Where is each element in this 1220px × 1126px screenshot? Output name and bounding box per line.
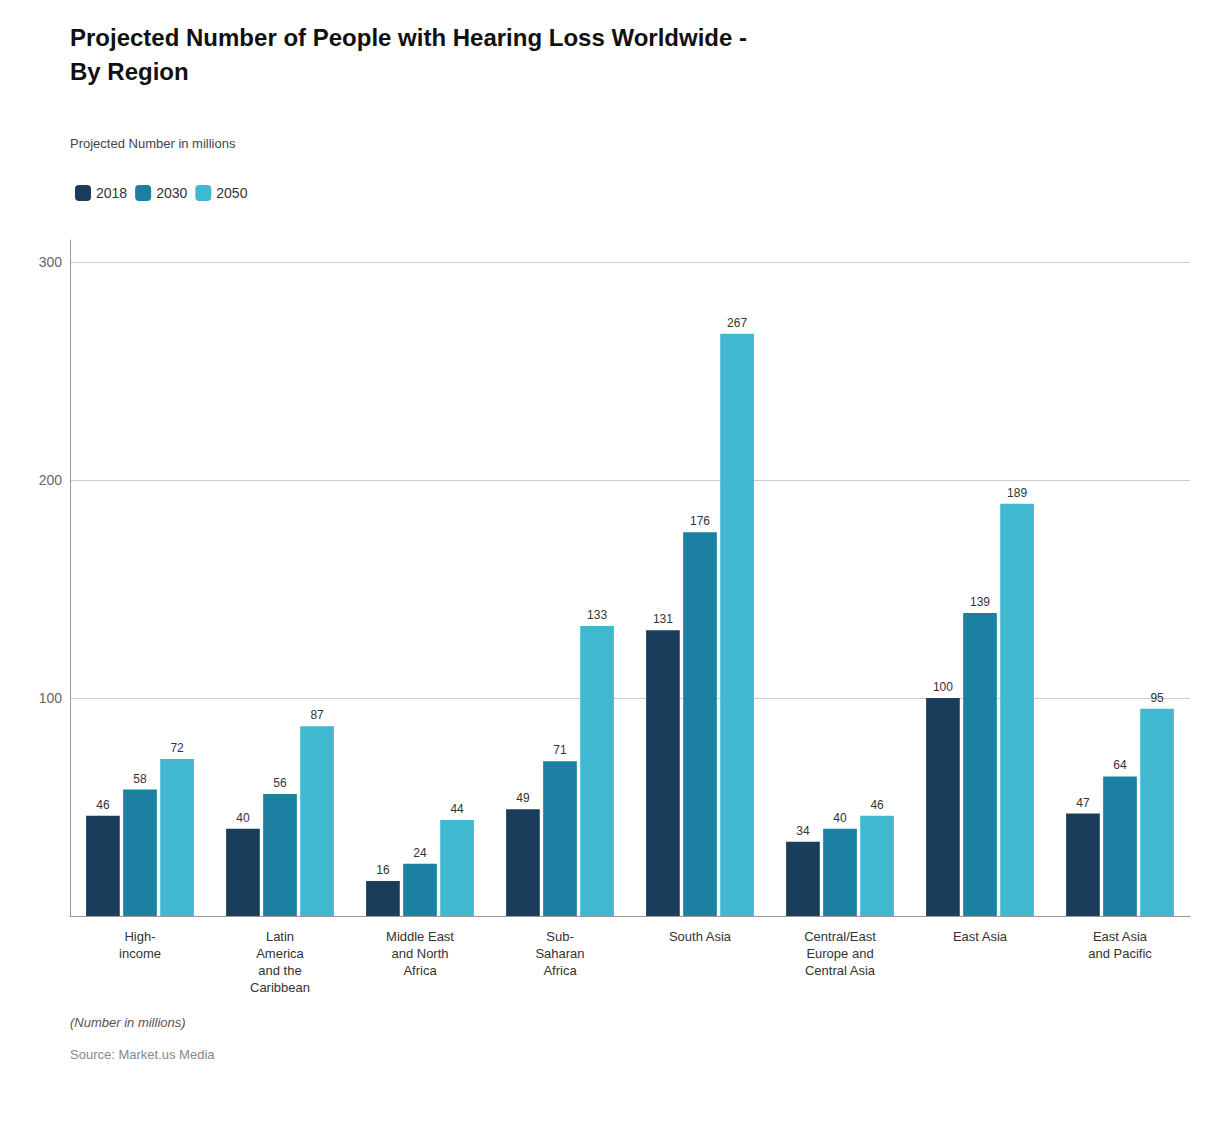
svg-text:Projected Number of People wit: Projected Number of People with Hearing … bbox=[70, 24, 747, 51]
svg-text:49: 49 bbox=[516, 791, 530, 805]
svg-text:200: 200 bbox=[39, 472, 63, 488]
svg-text:East Asia: East Asia bbox=[953, 929, 1008, 944]
svg-text:Latin: Latin bbox=[266, 929, 294, 944]
svg-text:and the: and the bbox=[258, 963, 301, 978]
svg-text:By Region: By Region bbox=[70, 58, 189, 85]
svg-text:46: 46 bbox=[870, 798, 884, 812]
svg-text:133: 133 bbox=[587, 608, 607, 622]
svg-text:16: 16 bbox=[376, 863, 390, 877]
svg-text:Africa: Africa bbox=[403, 963, 437, 978]
svg-text:Middle East: Middle East bbox=[386, 929, 454, 944]
svg-text:44: 44 bbox=[450, 802, 464, 816]
svg-text:300: 300 bbox=[39, 254, 63, 270]
svg-text:100: 100 bbox=[933, 680, 953, 694]
svg-text:176: 176 bbox=[690, 514, 710, 528]
svg-text:Africa: Africa bbox=[543, 963, 577, 978]
svg-text:High-: High- bbox=[124, 929, 155, 944]
svg-text:Saharan: Saharan bbox=[535, 946, 584, 961]
svg-text:40: 40 bbox=[833, 811, 847, 825]
svg-text:Source: Market.us Media: Source: Market.us Media bbox=[70, 1047, 215, 1062]
svg-text:131: 131 bbox=[653, 612, 673, 626]
svg-text:64: 64 bbox=[1113, 758, 1127, 772]
svg-text:47: 47 bbox=[1076, 796, 1090, 810]
svg-text:46: 46 bbox=[96, 798, 110, 812]
svg-text:100: 100 bbox=[39, 690, 63, 706]
svg-text:2018: 2018 bbox=[96, 185, 127, 201]
svg-text:87: 87 bbox=[310, 708, 324, 722]
svg-text:and Pacific: and Pacific bbox=[1088, 946, 1152, 961]
svg-text:40: 40 bbox=[236, 811, 250, 825]
svg-text:Europe and: Europe and bbox=[806, 946, 873, 961]
svg-text:Projected Number in millions: Projected Number in millions bbox=[70, 136, 236, 151]
svg-text:Central Asia: Central Asia bbox=[805, 963, 876, 978]
svg-text:America: America bbox=[256, 946, 304, 961]
svg-text:Central/East: Central/East bbox=[804, 929, 876, 944]
svg-text:2030: 2030 bbox=[156, 185, 187, 201]
svg-text:(Number in millions): (Number in millions) bbox=[70, 1015, 186, 1030]
svg-text:58: 58 bbox=[133, 772, 147, 786]
svg-text:56: 56 bbox=[273, 776, 287, 790]
svg-text:24: 24 bbox=[413, 846, 427, 860]
svg-text:95: 95 bbox=[1150, 691, 1164, 705]
svg-text:71: 71 bbox=[553, 743, 567, 757]
svg-text:189: 189 bbox=[1007, 486, 1027, 500]
svg-text:East Asia: East Asia bbox=[1093, 929, 1148, 944]
svg-text:Caribbean: Caribbean bbox=[250, 980, 310, 995]
svg-text:2050: 2050 bbox=[216, 185, 247, 201]
svg-text:267: 267 bbox=[727, 316, 747, 330]
svg-text:income: income bbox=[119, 946, 161, 961]
svg-text:and North: and North bbox=[391, 946, 448, 961]
svg-text:Sub-: Sub- bbox=[546, 929, 573, 944]
svg-text:34: 34 bbox=[796, 824, 810, 838]
svg-text:139: 139 bbox=[970, 595, 990, 609]
svg-text:72: 72 bbox=[170, 741, 184, 755]
svg-text:South Asia: South Asia bbox=[669, 929, 732, 944]
